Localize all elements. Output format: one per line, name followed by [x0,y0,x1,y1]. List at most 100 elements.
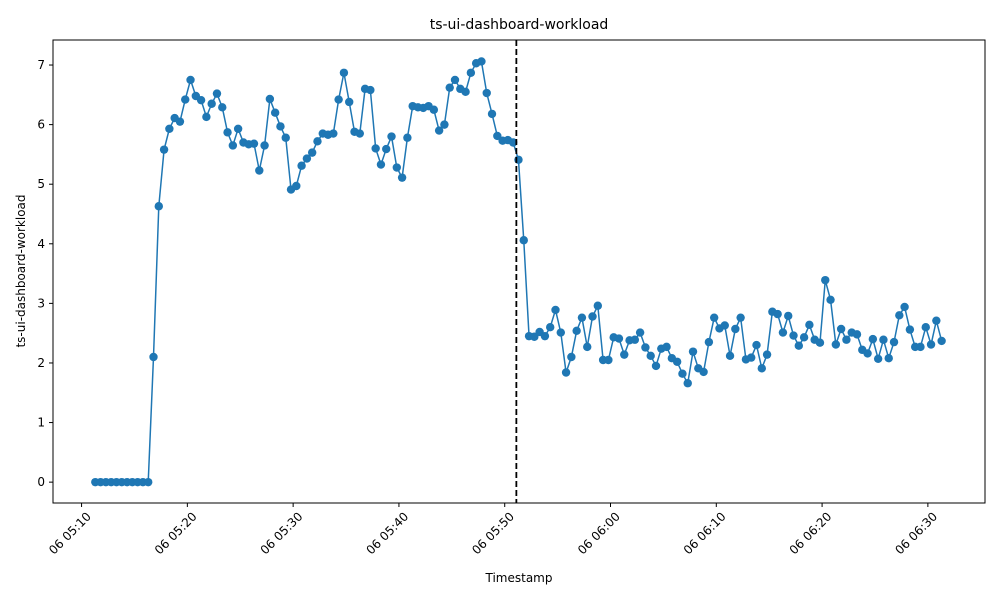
data-point [852,330,862,339]
data-point [747,353,756,362]
data-point [773,309,782,319]
y-tick-label: 0 [37,475,45,489]
data-point [260,141,269,150]
data-point [144,477,153,487]
data-point [836,324,846,334]
data-point [429,105,439,114]
data-point [165,124,174,133]
data-point [815,338,825,347]
data-point [794,341,804,350]
plot-frame [52,39,986,504]
data-point [588,312,597,321]
data-point [466,68,476,77]
data-point [635,328,645,337]
data-point [683,379,692,388]
data-point [784,311,793,321]
data-point [477,57,486,66]
series [91,57,946,487]
y-tick-label: 4 [37,237,45,251]
data-point [921,323,930,332]
data-point [551,305,560,315]
data-point [662,342,671,352]
data-point [175,117,185,126]
data-point [826,295,835,304]
data-point [641,343,650,352]
data-point [593,301,603,310]
data-point [186,75,195,85]
data-point [583,342,592,352]
data-point [255,166,264,175]
data-point [672,357,682,366]
data-point [879,335,888,344]
data-point [709,313,719,322]
y-axis: 0 1 2 3 4 5 6 7 [37,58,53,489]
y-tick-label: 7 [37,58,45,72]
data-point [842,335,851,344]
data-point [434,126,444,135]
data-point [699,367,708,377]
data-point [302,154,312,163]
data-point [678,369,687,378]
data-point [752,340,761,350]
x-axis-label: Timestamp [485,571,553,585]
data-point [789,331,798,340]
data-point [900,302,909,312]
data-point [720,321,729,330]
data-point [249,139,259,148]
data-point [731,324,740,334]
data-point [620,350,629,359]
data-point [392,163,402,172]
data-point [487,109,497,119]
data-point [329,129,338,138]
data-point [281,133,290,142]
data-point [440,120,449,129]
data-point [519,236,528,245]
data-point [339,68,349,77]
data-point [450,75,460,85]
data-point [228,141,238,150]
data-point [799,333,809,342]
data-point [508,138,518,147]
data-point [757,364,766,373]
data-point [387,132,396,141]
data-point [556,328,565,337]
data-point [355,129,364,138]
data-point [863,349,872,358]
data-point [932,316,941,325]
y-tick-label: 2 [37,356,45,370]
data-point [762,350,772,359]
data-point [366,85,375,95]
data-point [307,148,317,157]
data-point [540,331,550,341]
data-point [778,328,788,337]
y-tick-label: 6 [37,118,45,132]
data-point [577,313,587,322]
data-point [223,128,232,137]
data-point [884,354,893,363]
data-point [149,352,158,362]
data-point [688,347,698,356]
data-point [546,323,555,332]
data-point [202,112,211,122]
y-axis-label: ts-ui-dashboard-workload [14,194,28,347]
chart-title: ts-ui-dashboard-workload [430,17,609,33]
data-point [725,351,735,361]
data-point [218,103,227,112]
data-point [270,108,280,117]
data-point [916,342,925,352]
data-point [212,89,222,98]
data-point [461,87,470,97]
data-point [937,336,946,346]
data-point [445,83,454,92]
y-tick-label: 1 [37,416,45,430]
data-point [821,275,830,285]
data-point [614,334,624,343]
data-point [371,144,380,153]
data-point [895,311,904,320]
data-point [868,334,878,344]
y-tick-label: 5 [37,177,45,191]
data-point [382,144,391,154]
data-point [905,325,915,334]
